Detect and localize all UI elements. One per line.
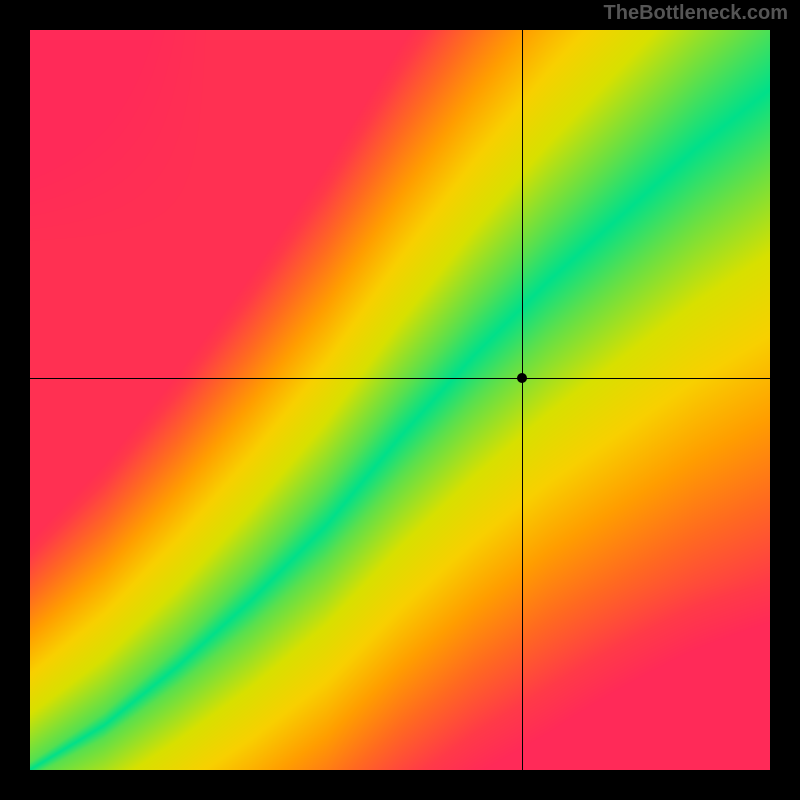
chart-container: TheBottleneck.com [0,0,800,800]
heatmap-canvas [30,30,770,770]
plot-area [30,30,770,770]
watermark-text: TheBottleneck.com [604,2,788,25]
